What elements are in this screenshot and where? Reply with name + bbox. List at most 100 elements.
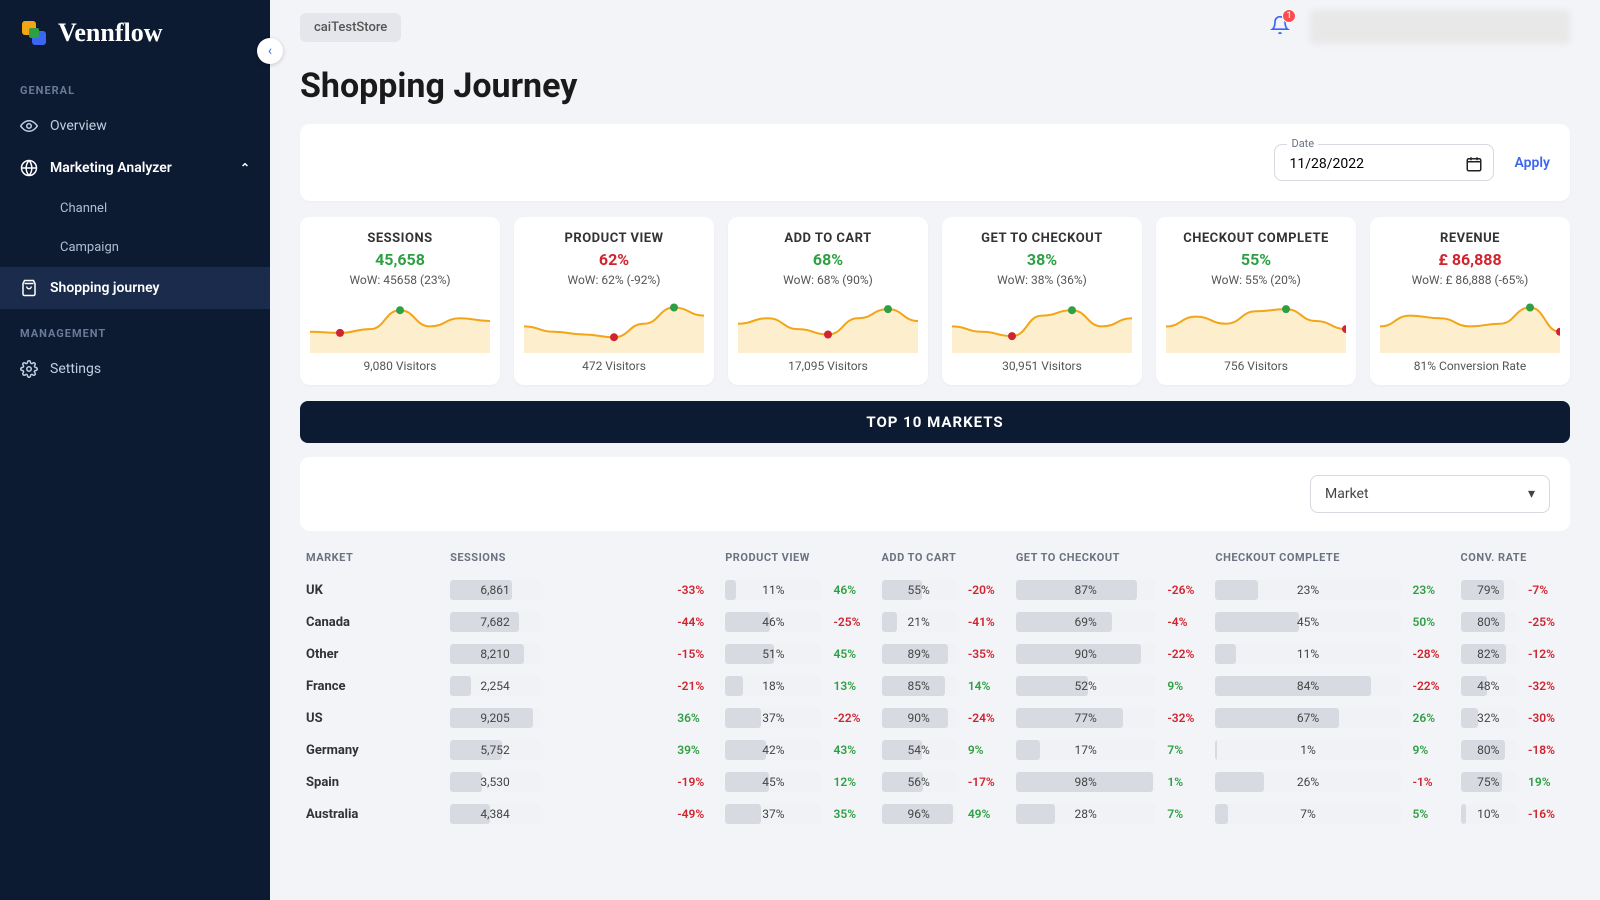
delta-cell: 9% (1161, 670, 1209, 702)
delta-cell: 12% (828, 766, 876, 798)
metric-cards-row: SESSIONS 45,658 WoW: 45658 (23%) 9,080 V… (300, 217, 1570, 385)
bar-cell: 90% (882, 708, 956, 728)
chevron-up-icon: ⌃ (240, 161, 250, 175)
user-menu[interactable] (1310, 10, 1570, 44)
delta-cell: -44% (671, 606, 719, 638)
delta-cell: -22% (828, 702, 876, 734)
sidebar-item-overview[interactable]: Overview (0, 105, 270, 147)
bar-cell: 80% (1461, 612, 1516, 632)
card-title: PRODUCT VIEW (524, 231, 704, 246)
table-row: Germany 5,752 39% 42% 43% 54% 9% 17% 7% … (300, 734, 1570, 766)
bar-cell: 10% (1461, 804, 1516, 824)
market-select[interactable]: Market ▾ (1310, 475, 1550, 513)
bar-cell: 55% (882, 580, 956, 600)
sidebar-item-label: Settings (50, 361, 101, 377)
delta-cell: -1% (1407, 766, 1455, 798)
notifications-button[interactable]: 1 (1270, 15, 1290, 39)
date-input[interactable]: Date 11/28/2022 (1274, 144, 1494, 181)
sidebar-section-management: MANAGEMENT (0, 309, 270, 348)
notification-badge: 1 (1282, 9, 1296, 23)
bar-cell: 2,254 (450, 676, 665, 696)
bar-cell: 23% (1215, 580, 1400, 600)
bar-cell: 21% (882, 612, 956, 632)
card-wow: WoW: 55% (20%) (1166, 273, 1346, 287)
delta-cell: -30% (1522, 702, 1570, 734)
card-value: 68% (738, 250, 918, 269)
bar-cell: 80% (1461, 740, 1516, 760)
sidebar-item-settings[interactable]: Settings (0, 348, 270, 390)
sidebar-item-channel[interactable]: Channel (0, 189, 270, 228)
bar-cell: 8,210 (450, 644, 665, 664)
delta-cell: 9% (962, 734, 1010, 766)
table-row: US 9,205 36% 37% -22% 90% -24% 77% -32% … (300, 702, 1570, 734)
delta-cell: -25% (828, 606, 876, 638)
card-wow: WoW: 62% (-92%) (524, 273, 704, 287)
metric-card: ADD TO CART 68% WoW: 68% (90%) 17,095 Vi… (728, 217, 928, 385)
bar-cell: 85% (882, 676, 956, 696)
card-title: ADD TO CART (738, 231, 918, 246)
sidebar-item-campaign[interactable]: Campaign (0, 228, 270, 267)
bar-cell: 98% (1016, 772, 1156, 792)
globe-icon (20, 159, 38, 177)
table-header: CHECKOUT COMPLETE (1209, 541, 1454, 574)
delta-cell: 5% (1407, 798, 1455, 830)
delta-cell: 49% (962, 798, 1010, 830)
delta-cell: -22% (1161, 638, 1209, 670)
bar-cell: 77% (1016, 708, 1156, 728)
delta-cell: 14% (962, 670, 1010, 702)
metric-card: SESSIONS 45,658 WoW: 45658 (23%) 9,080 V… (300, 217, 500, 385)
table-header: SESSIONS (444, 541, 719, 574)
apply-button[interactable]: Apply (1514, 155, 1550, 171)
card-value: 38% (952, 250, 1132, 269)
bar-cell: 32% (1461, 708, 1516, 728)
sidebar-item-marketing-analyzer[interactable]: Marketing Analyzer ⌃ (0, 147, 270, 189)
delta-cell: -32% (1161, 702, 1209, 734)
sidebar-item-label: Channel (60, 201, 107, 216)
delta-cell: -12% (1522, 638, 1570, 670)
sidebar-item-label: Shopping journey (50, 280, 160, 296)
market-name: US (300, 702, 444, 734)
market-select-label: Market (1325, 486, 1369, 502)
sidebar-item-label: Marketing Analyzer (50, 160, 172, 176)
table-row: France 2,254 -21% 18% 13% 85% 14% 52% 9%… (300, 670, 1570, 702)
delta-cell: 45% (828, 638, 876, 670)
market-name: UK (300, 574, 444, 606)
sparkline (310, 293, 490, 353)
bar-cell: 75% (1461, 772, 1516, 792)
bar-cell: 46% (725, 612, 821, 632)
brand-logo-icon (20, 19, 48, 47)
card-footer: 472 Visitors (524, 359, 704, 373)
card-title: SESSIONS (310, 231, 490, 246)
delta-cell: 35% (828, 798, 876, 830)
delta-cell: -17% (962, 766, 1010, 798)
delta-cell: 46% (828, 574, 876, 606)
delta-cell: -20% (962, 574, 1010, 606)
store-chip[interactable]: caiTestStore (300, 13, 401, 42)
bar-cell: 37% (725, 708, 821, 728)
bar-cell: 89% (882, 644, 956, 664)
card-footer: 81% Conversion Rate (1380, 359, 1560, 373)
brand: Vennflow (0, 0, 270, 66)
collapse-sidebar-button[interactable]: ‹ (257, 38, 283, 64)
bar-cell: 45% (1215, 612, 1400, 632)
card-footer: 30,951 Visitors (952, 359, 1132, 373)
delta-cell: -32% (1522, 670, 1570, 702)
bar-cell: 82% (1461, 644, 1516, 664)
bar-cell: 54% (882, 740, 956, 760)
bar-cell: 17% (1016, 740, 1156, 760)
card-wow: WoW: £ 86,888 (-65%) (1380, 273, 1560, 287)
markets-table: MARKETSESSIONSPRODUCT VIEWADD TO CARTGET… (300, 541, 1570, 830)
market-name: Spain (300, 766, 444, 798)
bar-cell: 52% (1016, 676, 1156, 696)
card-footer: 17,095 Visitors (738, 359, 918, 373)
card-value: 62% (524, 250, 704, 269)
sidebar-item-shopping-journey[interactable]: Shopping journey (0, 267, 270, 309)
delta-cell: 7% (1161, 734, 1209, 766)
delta-cell: 39% (671, 734, 719, 766)
delta-cell: -26% (1161, 574, 1209, 606)
card-wow: WoW: 68% (90%) (738, 273, 918, 287)
market-name: France (300, 670, 444, 702)
delta-cell: -16% (1522, 798, 1570, 830)
market-name: Canada (300, 606, 444, 638)
sparkline (738, 293, 918, 353)
